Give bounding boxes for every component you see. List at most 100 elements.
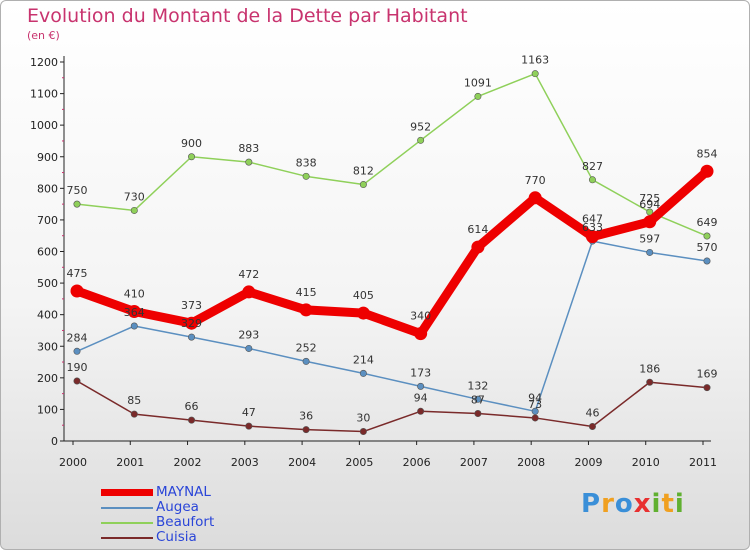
data-label-cuisia: 190 [67, 361, 88, 374]
y-tick-label: 900 [37, 151, 58, 164]
data-point-augea [646, 248, 654, 256]
data-point-cuisia [588, 422, 596, 430]
data-point-maynal [299, 303, 313, 317]
data-point-cuisia [474, 410, 482, 418]
legend-label-cuisia: Cuisia [156, 529, 197, 545]
data-label-cuisia: 87 [471, 394, 485, 407]
data-point-maynal [585, 230, 599, 244]
data-point-cuisia [646, 378, 654, 386]
data-label-cuisia: 85 [127, 394, 141, 407]
y-tick-label: 0 [51, 435, 58, 448]
data-point-augea [188, 333, 196, 341]
y-tick-label: 100 [37, 403, 58, 416]
data-point-beaufort [474, 92, 482, 100]
data-point-maynal [242, 285, 256, 299]
data-point-augea [245, 344, 253, 352]
data-label-cuisia: 186 [639, 362, 660, 375]
y-tick-label: 700 [37, 214, 58, 227]
data-label-maynal: 410 [124, 288, 145, 301]
logo-letter: t [661, 489, 675, 519]
data-point-maynal [70, 284, 84, 298]
data-label-maynal: 373 [181, 299, 202, 312]
data-point-augea [130, 322, 138, 330]
data-label-cuisia: 66 [185, 400, 199, 413]
legend-label-augea: Augea [156, 499, 199, 515]
data-point-beaufort [359, 181, 367, 189]
series-line-cuisia [76, 380, 708, 433]
series-layer [70, 70, 714, 436]
y-tick-label: 1200 [30, 56, 58, 69]
y-tick-label: 500 [37, 277, 58, 290]
data-point-cuisia [359, 428, 367, 436]
data-label-beaufort: 838 [296, 156, 317, 169]
series-maynal [70, 164, 714, 341]
data-label-augea: 284 [67, 331, 88, 344]
legend-swatch-maynal [101, 489, 153, 496]
data-labels-layer: 284 364 329 293 252 214 173 132 94 633 597 570 750 73… [67, 54, 718, 425]
x-tick-label: 2001 [116, 456, 144, 469]
data-label-beaufort: 1091 [464, 76, 492, 89]
data-label-maynal: 614 [467, 223, 488, 236]
logo-letter: P [581, 489, 602, 519]
data-point-cuisia [188, 416, 196, 424]
data-label-cuisia: 47 [242, 406, 256, 419]
data-label-augea: 252 [296, 341, 317, 354]
data-label-augea: 329 [181, 317, 202, 330]
y-tick-label: 300 [37, 340, 58, 353]
data-label-cuisia: 36 [299, 410, 313, 423]
x-tick-label: 2010 [632, 456, 660, 469]
logo-letter: r [601, 489, 615, 519]
data-label-beaufort: 812 [353, 165, 374, 178]
legend-label-maynal: MAYNAL [156, 484, 211, 500]
data-label-maynal: 694 [639, 198, 660, 211]
data-label-beaufort: 827 [582, 160, 603, 173]
data-label-augea: 633 [582, 221, 603, 234]
data-point-augea [302, 357, 310, 365]
data-label-cuisia: 94 [414, 391, 428, 404]
data-point-maynal [471, 240, 485, 254]
data-point-beaufort [245, 158, 253, 166]
logo-letter: i [651, 489, 662, 519]
x-tick-label: 2005 [345, 456, 373, 469]
y-tick-label: 1000 [30, 119, 58, 132]
data-point-cuisia [245, 422, 253, 430]
data-label-cuisia: 46 [585, 406, 599, 419]
data-label-beaufort: 1163 [521, 54, 549, 67]
data-point-beaufort [417, 136, 425, 144]
data-label-augea: 597 [639, 232, 660, 245]
series-augea [73, 237, 711, 415]
data-point-cuisia [73, 377, 81, 385]
x-tick-label: 2002 [174, 456, 202, 469]
data-point-beaufort [703, 232, 711, 240]
data-point-augea [474, 395, 482, 403]
data-point-cuisia [531, 414, 539, 422]
data-label-beaufort: 883 [238, 142, 259, 155]
legend-label-beaufort: Beaufort [156, 514, 215, 530]
data-label-augea: 173 [410, 366, 431, 379]
data-label-augea: 570 [697, 241, 718, 254]
series-beaufort [73, 70, 711, 240]
chart-subtitle: (en €) [27, 29, 60, 42]
data-point-maynal [356, 306, 370, 320]
data-label-maynal: 475 [67, 267, 88, 280]
data-label-maynal: 770 [525, 174, 546, 187]
series-cuisia [73, 377, 711, 436]
legend-swatch-augea [101, 507, 153, 509]
x-tick-label: 2007 [460, 456, 488, 469]
data-label-maynal: 472 [238, 268, 259, 281]
data-label-maynal: 405 [353, 289, 374, 302]
axes: 0 100 200 300 400 500 600 700 800 900 1000 1100 1200… [30, 56, 717, 469]
data-label-augea: 214 [353, 353, 374, 366]
x-tick-label: 2004 [288, 456, 316, 469]
data-label-beaufort: 725 [639, 192, 660, 205]
data-point-beaufort [73, 200, 81, 208]
data-point-beaufort [531, 70, 539, 78]
data-point-maynal [414, 327, 428, 341]
y-tick-label: 800 [37, 182, 58, 195]
data-point-beaufort [130, 206, 138, 214]
data-label-cuisia: 30 [356, 412, 370, 425]
data-label-cuisia: 169 [697, 368, 718, 381]
data-label-beaufort: 730 [124, 190, 145, 203]
data-label-augea: 132 [467, 379, 488, 392]
